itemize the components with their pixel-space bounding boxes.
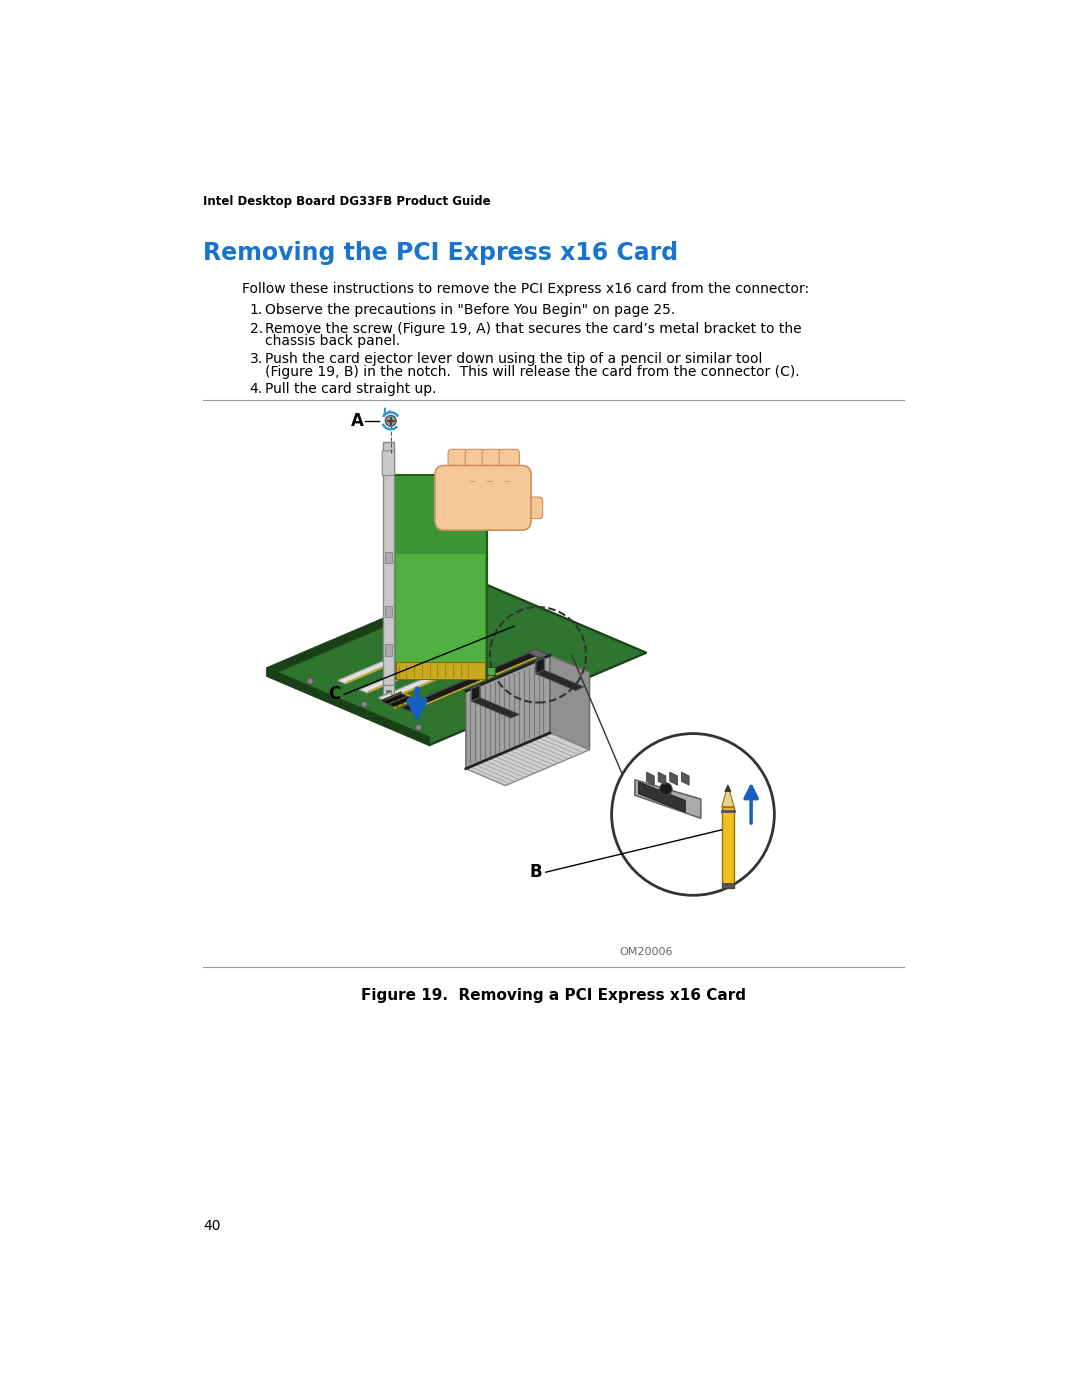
Polygon shape	[471, 685, 480, 701]
Text: 1.: 1.	[249, 303, 262, 317]
Polygon shape	[536, 658, 544, 673]
Polygon shape	[382, 694, 407, 704]
Polygon shape	[346, 647, 429, 683]
FancyBboxPatch shape	[384, 552, 392, 563]
Polygon shape	[465, 733, 590, 785]
Polygon shape	[404, 697, 407, 705]
FancyBboxPatch shape	[394, 475, 487, 679]
Text: 40: 40	[203, 1218, 220, 1232]
Polygon shape	[387, 665, 470, 700]
Text: 2.: 2.	[249, 321, 262, 335]
Polygon shape	[382, 692, 402, 701]
Polygon shape	[389, 694, 408, 704]
FancyBboxPatch shape	[512, 497, 542, 518]
Text: 3.: 3.	[249, 352, 262, 366]
Polygon shape	[638, 782, 685, 812]
Polygon shape	[393, 697, 402, 701]
Text: Pull the card straight up.: Pull the card straight up.	[266, 381, 436, 395]
FancyBboxPatch shape	[448, 450, 469, 488]
FancyBboxPatch shape	[396, 555, 485, 676]
Text: B: B	[529, 863, 542, 882]
Text: A: A	[351, 412, 364, 430]
Polygon shape	[378, 661, 473, 701]
Polygon shape	[658, 773, 666, 785]
Text: Intel Desktop Board DG33FB Product Guide: Intel Desktop Board DG33FB Product Guide	[203, 194, 490, 208]
Polygon shape	[389, 696, 414, 707]
Text: Follow these instructions to remove the PCI Express x16 card from the connector:: Follow these instructions to remove the …	[242, 282, 809, 296]
Polygon shape	[471, 697, 519, 718]
FancyBboxPatch shape	[382, 451, 394, 475]
Polygon shape	[408, 696, 411, 703]
Polygon shape	[399, 696, 407, 698]
Text: C: C	[328, 686, 340, 703]
Polygon shape	[394, 701, 397, 710]
Polygon shape	[383, 685, 394, 694]
Circle shape	[611, 733, 774, 895]
Polygon shape	[360, 652, 454, 693]
Circle shape	[307, 678, 313, 685]
Polygon shape	[267, 584, 647, 745]
Text: 4.: 4.	[249, 381, 262, 395]
Polygon shape	[635, 780, 701, 819]
Polygon shape	[410, 657, 538, 711]
Polygon shape	[670, 773, 677, 785]
Polygon shape	[389, 700, 397, 703]
Polygon shape	[725, 785, 731, 791]
FancyBboxPatch shape	[384, 606, 392, 617]
Polygon shape	[465, 655, 590, 708]
FancyBboxPatch shape	[384, 644, 392, 655]
Polygon shape	[465, 655, 550, 768]
Text: Figure 19.  Removing a PCI Express x16 Card: Figure 19. Removing a PCI Express x16 Ca…	[361, 988, 746, 1003]
Polygon shape	[399, 700, 402, 707]
Text: Push the card ejector lever down using the tip of a pencil or similar tool: Push the card ejector lever down using t…	[266, 352, 762, 366]
Polygon shape	[527, 650, 550, 659]
FancyBboxPatch shape	[435, 465, 531, 529]
FancyBboxPatch shape	[721, 806, 734, 887]
Polygon shape	[403, 693, 411, 697]
Polygon shape	[681, 773, 689, 785]
FancyBboxPatch shape	[383, 443, 394, 685]
Text: OM20006: OM20006	[620, 947, 673, 957]
Polygon shape	[272, 585, 642, 743]
Polygon shape	[487, 668, 495, 675]
Polygon shape	[550, 655, 590, 750]
Text: Observe the precautions in "Before You Begin" on page 25.: Observe the precautions in "Before You B…	[266, 303, 675, 317]
FancyBboxPatch shape	[721, 883, 734, 887]
Polygon shape	[367, 657, 450, 693]
Text: chassis back panel.: chassis back panel.	[266, 334, 401, 348]
Text: Remove the screw (Figure 19, A) that secures the card’s metal bracket to the: Remove the screw (Figure 19, A) that sec…	[266, 321, 801, 335]
Polygon shape	[721, 785, 734, 806]
Polygon shape	[267, 576, 484, 676]
Polygon shape	[338, 644, 432, 683]
Circle shape	[660, 782, 672, 795]
Text: Removing the PCI Express x16 Card: Removing the PCI Express x16 Card	[203, 240, 678, 265]
FancyBboxPatch shape	[396, 662, 485, 679]
Polygon shape	[647, 773, 654, 785]
Circle shape	[362, 701, 367, 707]
Polygon shape	[536, 671, 584, 690]
Polygon shape	[402, 652, 541, 711]
FancyBboxPatch shape	[499, 450, 519, 488]
FancyBboxPatch shape	[482, 450, 502, 488]
FancyBboxPatch shape	[465, 450, 485, 488]
Text: (Figure 19, B) in the notch.  This will release the card from the connector (C).: (Figure 19, B) in the notch. This will r…	[266, 365, 800, 379]
Polygon shape	[267, 668, 430, 745]
Circle shape	[386, 415, 396, 426]
Circle shape	[416, 724, 422, 731]
